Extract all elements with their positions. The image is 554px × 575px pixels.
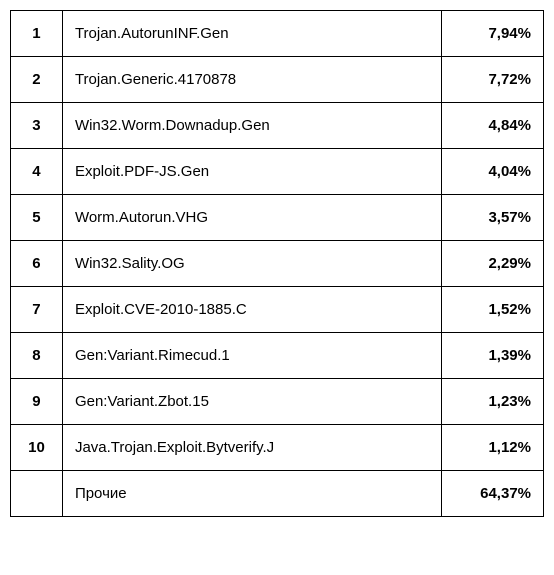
rank-cell: 3	[11, 103, 63, 149]
name-cell: Java.Trojan.Exploit.Bytverify.J	[62, 425, 441, 471]
rank-cell: 10	[11, 425, 63, 471]
name-cell: Gen:Variant.Zbot.15	[62, 379, 441, 425]
percentage-cell: 4,84%	[442, 103, 544, 149]
rank-cell: 9	[11, 379, 63, 425]
table-row: 10Java.Trojan.Exploit.Bytverify.J1,12%	[11, 425, 544, 471]
percentage-cell: 1,23%	[442, 379, 544, 425]
name-cell: Trojan.AutorunINF.Gen	[62, 11, 441, 57]
percentage-cell: 4,04%	[442, 149, 544, 195]
table-row: 2Trojan.Generic.41708787,72%	[11, 57, 544, 103]
name-cell: Exploit.CVE-2010-1885.C	[62, 287, 441, 333]
table-row: 4Exploit.PDF-JS.Gen4,04%	[11, 149, 544, 195]
table-row: 1Trojan.AutorunINF.Gen7,94%	[11, 11, 544, 57]
threat-table: 1Trojan.AutorunINF.Gen7,94%2Trojan.Gener…	[10, 10, 544, 517]
table-row: 8Gen:Variant.Rimecud.11,39%	[11, 333, 544, 379]
name-cell: Gen:Variant.Rimecud.1	[62, 333, 441, 379]
table-row: 7Exploit.CVE-2010-1885.C1,52%	[11, 287, 544, 333]
percentage-cell: 64,37%	[442, 471, 544, 517]
threat-table-body: 1Trojan.AutorunINF.Gen7,94%2Trojan.Gener…	[11, 11, 544, 517]
rank-cell: 5	[11, 195, 63, 241]
rank-cell: 4	[11, 149, 63, 195]
table-row: 5Worm.Autorun.VHG3,57%	[11, 195, 544, 241]
rank-cell: 8	[11, 333, 63, 379]
name-cell: Worm.Autorun.VHG	[62, 195, 441, 241]
name-cell: Win32.Worm.Downadup.Gen	[62, 103, 441, 149]
percentage-cell: 1,12%	[442, 425, 544, 471]
percentage-cell: 1,39%	[442, 333, 544, 379]
rank-cell: 1	[11, 11, 63, 57]
table-row: 6Win32.Sality.OG2,29%	[11, 241, 544, 287]
table-row: 9Gen:Variant.Zbot.151,23%	[11, 379, 544, 425]
name-cell: Win32.Sality.OG	[62, 241, 441, 287]
name-cell: Exploit.PDF-JS.Gen	[62, 149, 441, 195]
name-cell: Trojan.Generic.4170878	[62, 57, 441, 103]
rank-cell: 2	[11, 57, 63, 103]
percentage-cell: 1,52%	[442, 287, 544, 333]
percentage-cell: 7,94%	[442, 11, 544, 57]
table-row: Прочие64,37%	[11, 471, 544, 517]
rank-cell: 6	[11, 241, 63, 287]
percentage-cell: 7,72%	[442, 57, 544, 103]
rank-cell	[11, 471, 63, 517]
percentage-cell: 3,57%	[442, 195, 544, 241]
rank-cell: 7	[11, 287, 63, 333]
percentage-cell: 2,29%	[442, 241, 544, 287]
name-cell: Прочие	[62, 471, 441, 517]
table-row: 3Win32.Worm.Downadup.Gen4,84%	[11, 103, 544, 149]
